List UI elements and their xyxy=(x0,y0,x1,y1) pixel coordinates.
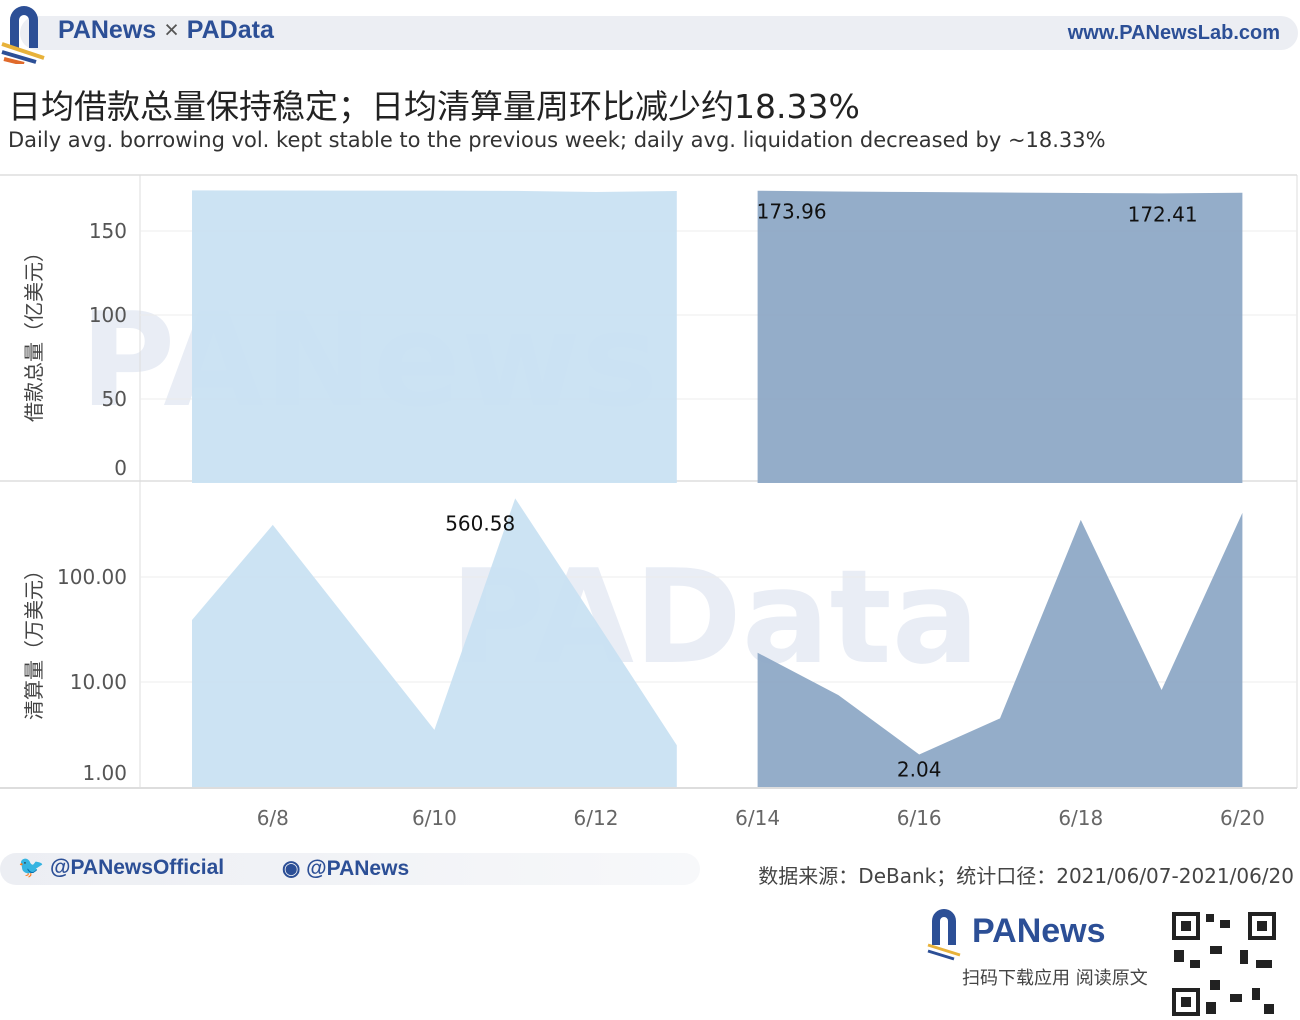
top-y-axis-label: 借款总量（亿美元） xyxy=(22,242,46,422)
y-tick-label: 100.00 xyxy=(57,565,127,589)
twitter-text: @PANewsOfficial xyxy=(50,856,225,879)
brand: PANews × PAData xyxy=(58,16,274,45)
site-url[interactable]: www.PANewsLab.com xyxy=(1067,22,1280,44)
qr-code-icon[interactable] xyxy=(1170,910,1278,1018)
header-bar xyxy=(20,16,1298,50)
x-tick-label: 6/8 xyxy=(257,806,289,830)
weibo-handle[interactable]: ◉ @PANews xyxy=(282,856,409,881)
data-label: 173.96 xyxy=(757,200,827,224)
twitter-handle[interactable]: 🐦 @PANewsOfficial xyxy=(18,856,224,880)
y-tick-label: 150 xyxy=(89,219,127,243)
twitter-icon: 🐦 xyxy=(18,856,45,879)
area-week2 xyxy=(757,190,1243,484)
area-week2 xyxy=(757,512,1243,787)
scan-text: 扫码下载应用 阅读原文 xyxy=(962,968,1148,989)
footer-bar xyxy=(0,853,700,885)
data-label: 560.58 xyxy=(445,511,515,535)
chart-subtitle: Daily avg. borrowing vol. kept stable to… xyxy=(8,128,1106,152)
footer-logo-icon xyxy=(927,909,961,961)
brand-separator: × xyxy=(164,16,179,44)
brand-panews: PANews xyxy=(58,16,157,44)
y-tick-label: 1.00 xyxy=(82,761,127,785)
chart-area: PANews PAData 050100150173.96172.411.001… xyxy=(0,174,1298,830)
footer-logo-text: PANews xyxy=(972,912,1106,950)
area-week1 xyxy=(192,190,677,483)
panews-logo-icon xyxy=(1,6,45,64)
area-week1 xyxy=(192,498,677,787)
data-label: 2.04 xyxy=(897,757,942,781)
brand-padata: PAData xyxy=(186,16,274,44)
x-tick-label: 6/18 xyxy=(1058,806,1103,830)
x-tick-label: 6/12 xyxy=(574,806,619,830)
data-label: 172.41 xyxy=(1128,202,1198,226)
x-tick-label: 6/10 xyxy=(412,806,457,830)
chart-title: 日均借款总量保持稳定；日均清算量周环比减少约18.33% xyxy=(8,87,860,126)
y-tick-label: 10.00 xyxy=(70,670,127,694)
x-tick-label: 6/14 xyxy=(735,806,780,830)
weibo-text: @PANews xyxy=(306,857,410,880)
x-tick-label: 6/20 xyxy=(1220,806,1265,830)
y-tick-label: 50 xyxy=(102,387,127,411)
y-tick-label: 0 xyxy=(114,456,127,480)
weibo-icon: ◉ xyxy=(282,857,301,880)
y-tick-label: 100 xyxy=(89,303,127,327)
data-source: 数据来源：DeBank；统计口径：2021/06/07-2021/06/20 xyxy=(758,864,1294,888)
bottom-y-axis-label: 清算量（万美元） xyxy=(22,560,46,720)
x-tick-label: 6/16 xyxy=(897,806,942,830)
